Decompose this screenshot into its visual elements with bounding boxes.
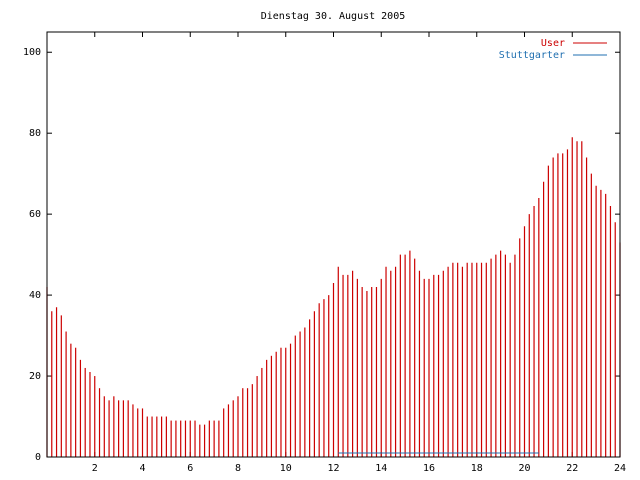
x-tick-label: 20 xyxy=(518,463,530,474)
x-tick-label: 4 xyxy=(139,463,145,474)
x-tick-label: 14 xyxy=(375,463,387,474)
y-tick-label: 0 xyxy=(35,452,41,463)
x-tick-label: 12 xyxy=(327,463,339,474)
x-tick-label: 10 xyxy=(280,463,292,474)
y-tick-label: 20 xyxy=(29,371,41,382)
chart-title: Dienstag 30. August 2005 xyxy=(261,11,406,22)
x-tick-label: 16 xyxy=(423,463,435,474)
legend-label: User xyxy=(541,38,565,49)
x-tick-label: 24 xyxy=(614,463,626,474)
y-tick-label: 40 xyxy=(29,290,41,301)
y-tick-label: 80 xyxy=(29,128,41,139)
x-tick-label: 22 xyxy=(566,463,578,474)
x-tick-label: 6 xyxy=(187,463,193,474)
x-tick-label: 18 xyxy=(471,463,483,474)
plot-frame xyxy=(46,31,621,458)
y-tick-label: 100 xyxy=(23,47,41,58)
y-tick-label: 60 xyxy=(29,209,41,220)
x-tick-label: 2 xyxy=(92,463,98,474)
legend-label: Stuttgarter xyxy=(499,50,565,61)
x-tick-label: 8 xyxy=(235,463,241,474)
